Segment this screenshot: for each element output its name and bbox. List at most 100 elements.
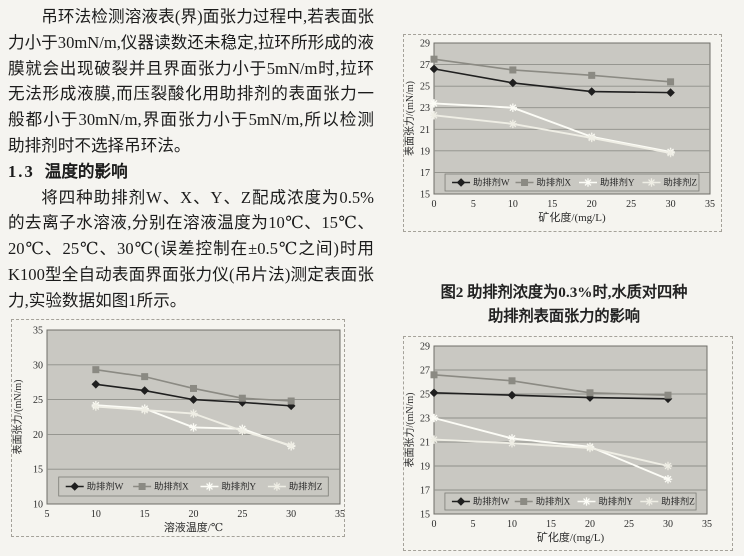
legend-label: 助排剂W	[473, 177, 510, 189]
x-tick-label: 25	[624, 519, 634, 530]
x-tick-label: 15	[546, 519, 556, 530]
legend-label: 助排剂Z	[663, 177, 697, 189]
star-marker	[272, 482, 282, 491]
star-marker	[663, 461, 673, 471]
y-tick-label: 15	[420, 510, 430, 521]
x-tick-label: 30	[286, 509, 296, 520]
legend-label: 助排剂Z	[661, 496, 695, 508]
x-tick-label: 10	[507, 519, 517, 530]
legend-box	[444, 173, 700, 192]
star-marker	[663, 475, 673, 484]
y-tick-label: 21	[420, 125, 430, 136]
y-tick-label: 19	[420, 462, 430, 473]
diamond-marker	[508, 78, 518, 88]
star-marker	[585, 443, 595, 453]
legend-box	[58, 476, 329, 497]
diamond-marker	[189, 395, 198, 404]
square-marker	[520, 498, 528, 505]
diamond-marker	[666, 88, 675, 97]
star-marker	[189, 423, 198, 432]
y-axis-label: 表面张力/(mN/m)	[404, 81, 416, 156]
star-marker	[189, 409, 198, 418]
square-marker	[430, 371, 438, 379]
x-tick-label: 35	[335, 509, 344, 520]
star-marker	[507, 439, 517, 448]
series-line-3	[433, 438, 669, 467]
x-tick-label: 20	[189, 509, 199, 520]
figure3-salinity-chart: 15 17 19 21 23 25 27 29 0 5 10 15 20 25 30 35 矿化度/(mg/L)…	[404, 342, 712, 545]
x-tick-label: 20	[587, 199, 597, 210]
y-axis-label: 表面张力/(mN/m)	[12, 380, 24, 455]
diamond-marker	[456, 497, 466, 506]
square-marker	[586, 389, 594, 397]
y-tick-label: 27	[420, 60, 430, 71]
star-marker	[583, 178, 593, 187]
legend-label: 助排剂Y	[599, 496, 634, 508]
series-line-0	[433, 392, 669, 400]
series-line-2	[433, 417, 669, 481]
diamond-marker	[70, 482, 80, 491]
x-tick-label: 35	[705, 199, 715, 210]
square-marker	[521, 179, 529, 186]
legend-label: 助排剂Y	[222, 481, 257, 493]
y-tick-label: 20	[33, 430, 43, 441]
y-tick-label: 35	[33, 326, 43, 337]
y-tick-label: 23	[420, 414, 430, 425]
x-tick-label: 0	[432, 199, 437, 210]
figure2-caption-line1: 图2 助排剂浓度为0.3%时,水质对四种	[440, 284, 688, 301]
square-marker	[509, 66, 517, 74]
star-marker	[238, 426, 247, 436]
y-tick-label: 25	[420, 390, 430, 401]
diamond-marker	[140, 386, 149, 395]
square-marker	[238, 394, 246, 402]
star-marker	[429, 99, 439, 108]
figure2-salinity-chart: 15 17 19 21 23 25 27 29 0 5 10 15 20 25 30 35 矿化度/(mg/L)…	[404, 39, 715, 225]
square-marker	[664, 391, 672, 399]
figure2-caption-line2: 助排剂表面张力的影响	[488, 308, 640, 325]
x-tick-label: 5	[471, 519, 476, 530]
x-tick-label: 30	[663, 519, 673, 530]
square-marker	[508, 377, 516, 385]
y-tick-label: 19	[420, 146, 430, 157]
legend-label: 助排剂X	[154, 481, 189, 493]
figure3-chart-frame: 15 17 19 21 23 25 27 29 0 5 10 15 20 25 30 35 矿化度/(mg/L)…	[403, 336, 733, 551]
y-tick-label: 29	[420, 342, 430, 353]
legend-label: 助排剂W	[473, 496, 510, 508]
legend-label: 助排剂Y	[600, 177, 635, 189]
diamond-marker	[456, 178, 466, 187]
figure2-chart-frame: 15 17 19 21 23 25 27 29 0 5 10 15 20 25 30 35 矿化度/(mg/L)…	[403, 34, 722, 232]
plot-area	[433, 345, 708, 515]
legend-box	[444, 492, 697, 511]
x-tick-label: 10	[508, 199, 518, 210]
legend-label: 助排剂Z	[289, 481, 323, 493]
square-marker	[190, 384, 197, 392]
star-marker	[429, 111, 439, 120]
star-marker	[429, 413, 439, 423]
x-axis-label: 矿化度/(mg/L)	[538, 210, 606, 224]
paragraph-temperature-experiment: 将四种助排剂W、X、Y、Z配成浓度为0.5%的去离子水溶液,分别在溶液温度为10…	[8, 187, 374, 310]
star-marker	[645, 497, 654, 506]
y-tick-label: 30	[33, 360, 43, 371]
series-line-0	[433, 68, 671, 94]
x-tick-label: 20	[585, 519, 595, 530]
x-tick-label: 15	[547, 199, 557, 210]
section-number: 1.3	[8, 161, 35, 181]
legend-label: 助排剂W	[87, 481, 124, 493]
y-tick-label: 17	[420, 168, 430, 179]
series-line-3	[433, 114, 671, 154]
star-marker	[587, 133, 596, 143]
x-tick-label: 25	[626, 199, 636, 210]
square-marker	[667, 78, 675, 86]
square-marker	[430, 55, 438, 63]
diamond-marker	[286, 401, 296, 411]
y-tick-label: 25	[33, 395, 43, 406]
body-text-column: 吊环法检测溶液表(界)面张力过程中,若表面张力小于30mN/m,仪器读数还未稳定…	[8, 4, 374, 314]
diamond-marker	[587, 87, 597, 96]
star-marker	[582, 497, 591, 506]
y-tick-label: 27	[420, 366, 430, 377]
figure1-chart-frame: 10 15 20 25 30 35 5 10 15 20 25 30 35 溶液温度/℃ 表面张力/(mN/…	[11, 319, 345, 537]
x-axis-label: 溶液温度/℃	[164, 520, 223, 534]
square-marker	[141, 373, 149, 381]
